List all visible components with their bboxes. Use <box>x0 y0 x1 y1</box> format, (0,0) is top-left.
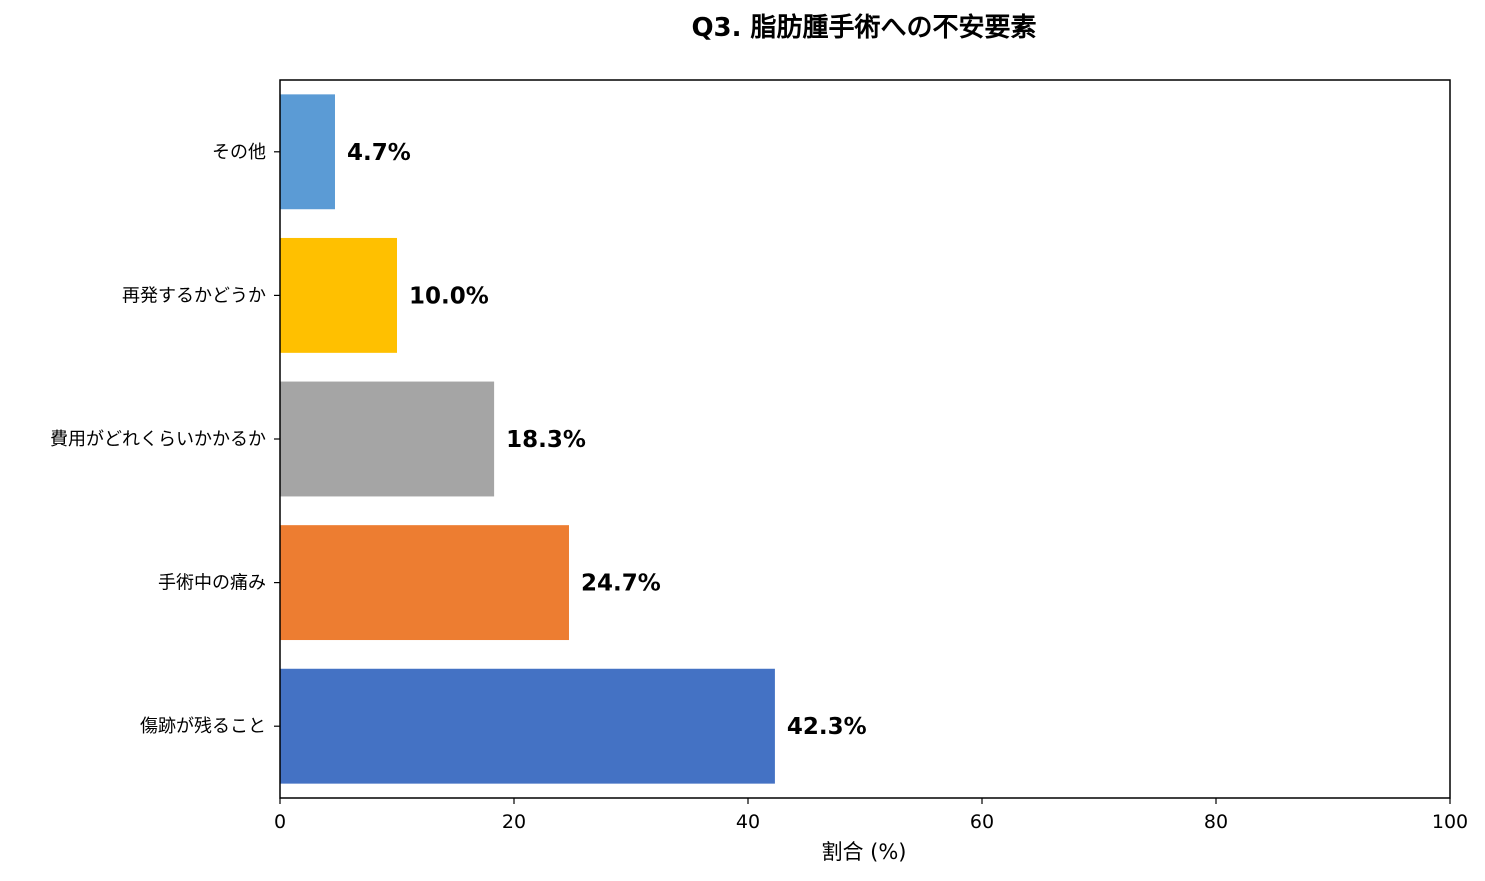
bar-1 <box>280 94 335 210</box>
bar-5 <box>280 668 775 784</box>
x-axis-title: 割合 (%) <box>821 840 906 864</box>
x-tick-label-100: 100 <box>1432 811 1468 833</box>
x-tick-label-60: 60 <box>970 811 994 833</box>
value-label-4: 24.7% <box>581 571 661 597</box>
bar-4 <box>280 525 569 641</box>
category-label-4: 手術中の痛み <box>158 573 266 594</box>
x-tick-label-20: 20 <box>502 811 526 833</box>
x-tick-label-0: 0 <box>274 811 286 833</box>
bar-3 <box>280 381 495 497</box>
value-label-1: 4.7% <box>347 140 411 166</box>
x-tick-label-40: 40 <box>736 811 760 833</box>
chart-title: Q3. 脂肪腫手術への不安要素 <box>691 13 1036 43</box>
bars-group: 4.7% 10.0% 18.3% 24.7% 42.3% <box>280 94 867 784</box>
category-label-3: 費用がどれくらいかかるか <box>50 429 266 450</box>
value-label-5: 42.3% <box>787 714 867 740</box>
x-tick-label-80: 80 <box>1204 811 1228 833</box>
x-axis-ticks: 0 20 40 60 80 100 <box>274 798 1468 833</box>
value-label-2: 10.0% <box>409 283 489 309</box>
category-label-5: 傷跡が残ること <box>140 716 266 737</box>
bar-2 <box>280 237 397 353</box>
value-label-3: 18.3% <box>506 427 586 453</box>
category-label-2: 再発するかどうか <box>122 285 266 306</box>
category-label-1: その他 <box>212 142 266 163</box>
